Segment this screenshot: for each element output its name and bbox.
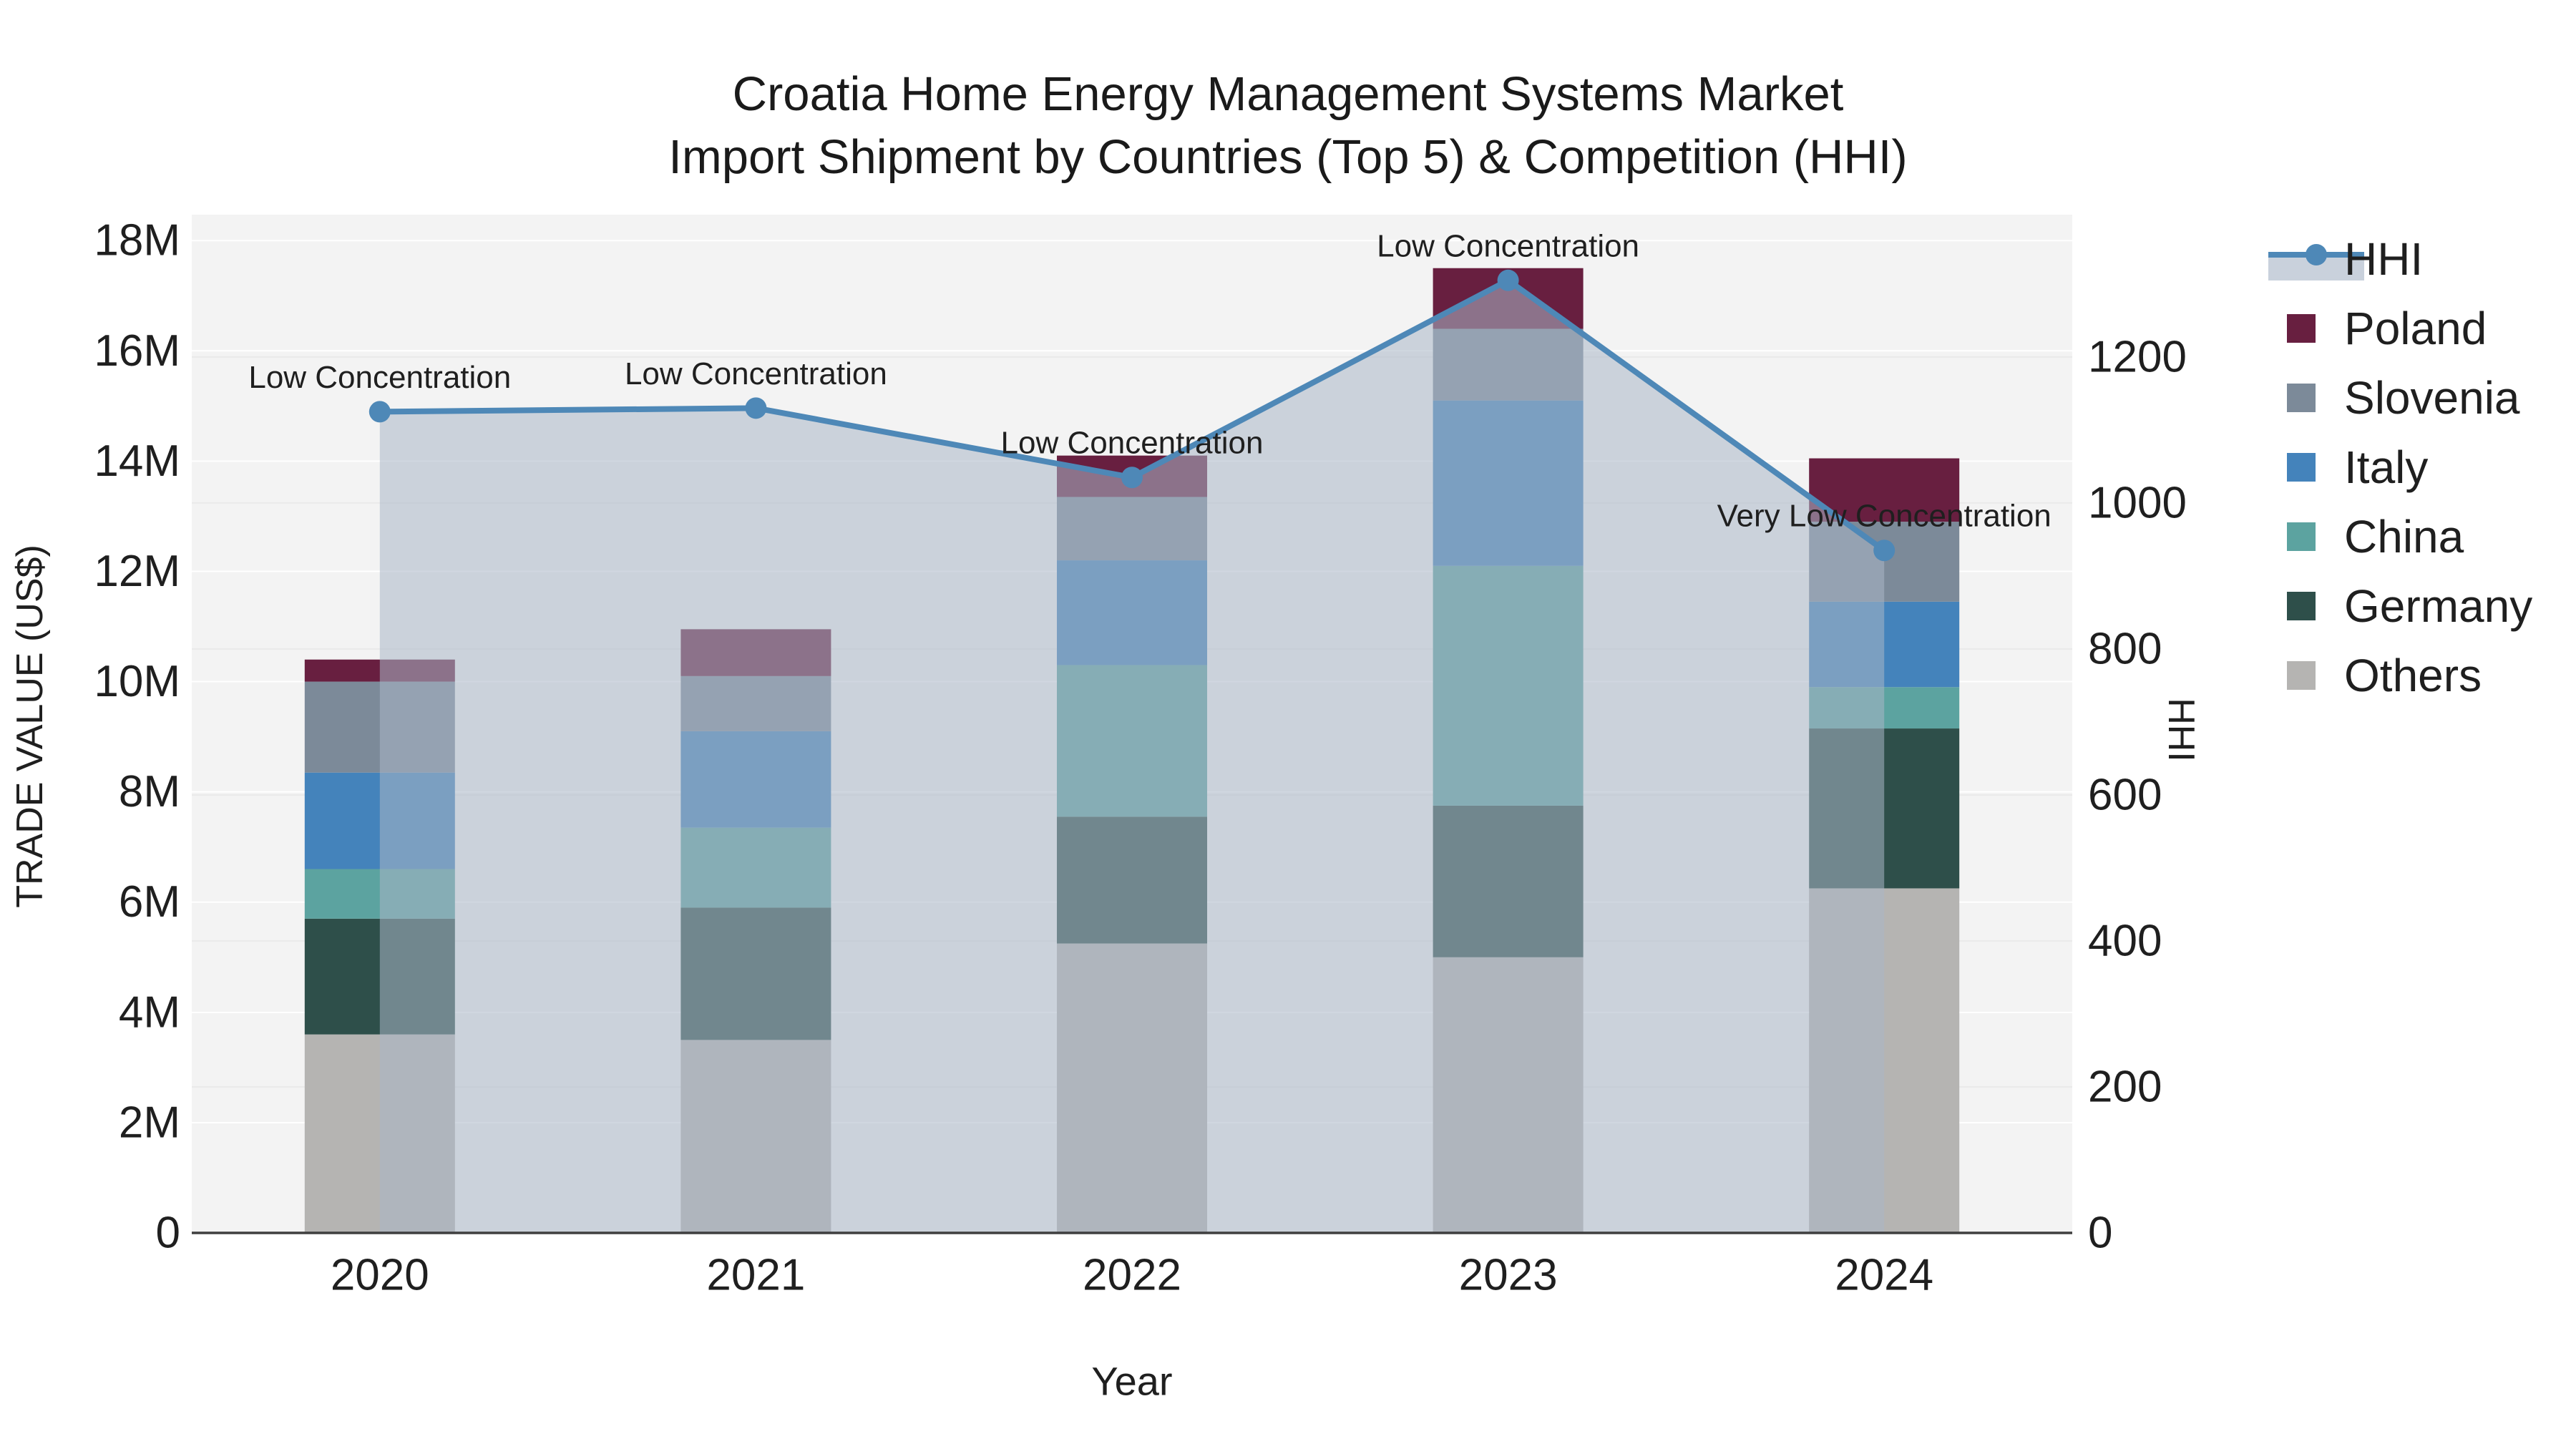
tick-label-y-left-16M: 16M (94, 326, 180, 376)
annotation-2024: Very Low Concentration (1717, 499, 2051, 534)
hhi-area-fill (379, 280, 1885, 1234)
legend-item-slovenia-swatch[interactable] (2287, 384, 2316, 412)
tick-label-x-2024: 2024 (1835, 1251, 1933, 1300)
hhi-marker-2023[interactable] (1497, 269, 1519, 291)
annotation-2022: Low Concentration (1001, 426, 1264, 461)
tick-label-y-left-6M: 6M (119, 877, 180, 927)
tick-label-y-left-4M: 4M (119, 987, 180, 1037)
tick-label-y-right-1200: 1200 (2088, 332, 2187, 381)
tick-label-y-right-0: 0 (2088, 1209, 2112, 1258)
legend-item-germany-label[interactable]: Germany (2344, 580, 2532, 632)
legend-item-poland-label[interactable]: Poland (2344, 303, 2487, 354)
legend-item-china-label[interactable]: China (2344, 511, 2464, 562)
legend-item-others-label[interactable]: Others (2344, 650, 2482, 701)
annotation-2023: Low Concentration (1377, 228, 1639, 263)
chart-title-line-2: Import Shipment by Countries (Top 5) & C… (668, 130, 1908, 185)
hhi-marker-2020[interactable] (369, 401, 391, 423)
tick-label-y-left-12M: 12M (94, 547, 180, 596)
tick-label-y-left-10M: 10M (94, 657, 180, 706)
legend-item-hhi-label[interactable]: HHI (2344, 233, 2423, 285)
y-right-axis-title: HHI (2160, 698, 2202, 762)
legend-item-italy-label[interactable]: Italy (2344, 441, 2428, 493)
tick-label-y-left-18M: 18M (94, 216, 180, 265)
chart-title: Croatia Home Energy Management Systems M… (0, 63, 2576, 190)
legend-item-others-swatch[interactable] (2287, 661, 2316, 690)
tick-label-y-right-200: 200 (2088, 1062, 2162, 1111)
tick-label-y-left-2M: 2M (119, 1098, 180, 1147)
tick-label-x-2022: 2022 (1083, 1251, 1181, 1300)
tick-label-y-right-600: 600 (2088, 770, 2162, 819)
tick-label-x-2023: 2023 (1459, 1251, 1558, 1300)
hhi-marker-2024[interactable] (1873, 540, 1896, 562)
legend-item-hhi-marker-sample[interactable] (2306, 244, 2327, 265)
legend-item-china-swatch[interactable] (2287, 522, 2316, 551)
annotation-2020: Low Concentration (248, 360, 511, 395)
legend-item-italy-swatch[interactable] (2287, 453, 2316, 482)
tick-label-y-left-0: 0 (156, 1209, 180, 1258)
legend-item-poland-swatch[interactable] (2287, 314, 2316, 343)
tick-label-x-2021: 2021 (706, 1251, 805, 1300)
annotation-2021: Low Concentration (625, 356, 887, 391)
tick-label-y-left-8M: 8M (119, 767, 180, 816)
tick-label-y-right-1000: 1000 (2088, 478, 2187, 527)
hhi-marker-2021[interactable] (745, 397, 767, 419)
hhi-marker-2022[interactable] (1121, 467, 1143, 489)
tick-label-x-2020: 2020 (331, 1251, 429, 1300)
legend-item-slovenia-label[interactable]: Slovenia (2344, 372, 2520, 424)
x-axis-title: Year (1091, 1359, 1172, 1404)
chart-title-line-1: Croatia Home Energy Management Systems M… (732, 67, 1844, 121)
tick-label-y-right-400: 400 (2088, 916, 2162, 965)
y-left-axis-title: TRADE VALUE (US$) (9, 545, 51, 908)
legend-item-germany-swatch[interactable] (2287, 592, 2316, 620)
tick-label-y-right-800: 800 (2088, 624, 2162, 673)
tick-label-y-left-14M: 14M (94, 436, 180, 486)
